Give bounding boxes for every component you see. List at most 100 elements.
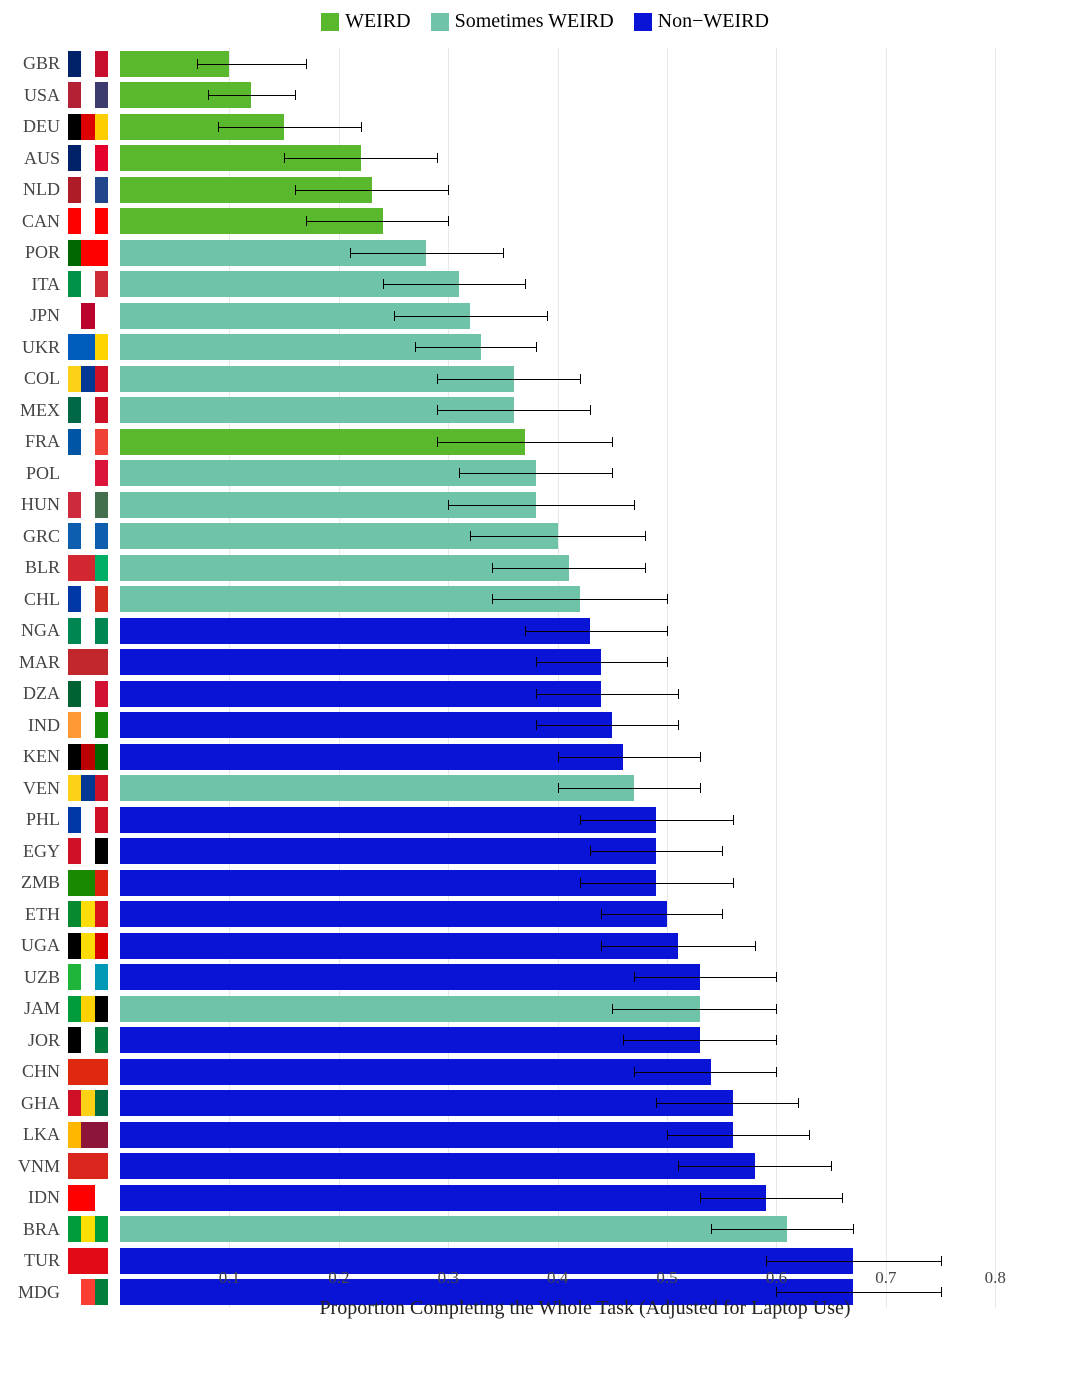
bar bbox=[120, 1216, 787, 1242]
error-bar bbox=[766, 1261, 941, 1262]
country-label: BRA bbox=[0, 1219, 60, 1240]
error-bar bbox=[492, 599, 667, 600]
error-cap bbox=[678, 689, 679, 699]
legend-swatch bbox=[634, 13, 652, 31]
error-bar bbox=[448, 505, 634, 506]
error-cap bbox=[437, 437, 438, 447]
flag-icon bbox=[68, 586, 108, 612]
error-cap bbox=[733, 815, 734, 825]
error-cap bbox=[634, 972, 635, 982]
country-label: MDG bbox=[0, 1282, 60, 1303]
error-bar bbox=[437, 379, 579, 380]
country-label: UZB bbox=[0, 967, 60, 988]
flag-icon bbox=[68, 1279, 108, 1305]
bar-row: BLR bbox=[120, 552, 1050, 584]
bar-row: GBR bbox=[120, 48, 1050, 80]
error-cap bbox=[612, 437, 613, 447]
bar-row: KEN bbox=[120, 741, 1050, 773]
flag-icon bbox=[68, 145, 108, 171]
error-cap bbox=[580, 374, 581, 384]
bar-row: GHA bbox=[120, 1088, 1050, 1120]
x-tick-label: 0.4 bbox=[547, 1268, 568, 1288]
legend: WEIRD Sometimes WEIRD Non−WEIRD bbox=[0, 0, 1090, 48]
flag-icon bbox=[68, 744, 108, 770]
bar bbox=[120, 1185, 766, 1211]
error-cap bbox=[350, 248, 351, 258]
bar bbox=[120, 870, 656, 896]
country-label: CAN bbox=[0, 211, 60, 232]
chart-container: WEIRD Sometimes WEIRD Non−WEIRD GBRUSADE… bbox=[0, 0, 1090, 1400]
error-bar bbox=[558, 788, 700, 789]
bar-row: UGA bbox=[120, 930, 1050, 962]
country-label: DEU bbox=[0, 116, 60, 137]
error-cap bbox=[295, 185, 296, 195]
error-cap bbox=[415, 342, 416, 352]
bar-row: JOR bbox=[120, 1025, 1050, 1057]
error-cap bbox=[798, 1098, 799, 1108]
bar-row: CHL bbox=[120, 584, 1050, 616]
bar bbox=[120, 649, 601, 675]
country-label: POR bbox=[0, 242, 60, 263]
bar-row: USA bbox=[120, 80, 1050, 112]
x-tick-label: 0.7 bbox=[875, 1268, 896, 1288]
flag-icon bbox=[68, 492, 108, 518]
error-cap bbox=[678, 1161, 679, 1171]
flag-icon bbox=[68, 996, 108, 1022]
error-cap bbox=[678, 720, 679, 730]
error-cap bbox=[634, 1067, 635, 1077]
error-bar bbox=[470, 536, 645, 537]
flag-icon bbox=[68, 240, 108, 266]
error-cap bbox=[601, 909, 602, 919]
error-bar bbox=[536, 694, 678, 695]
error-cap bbox=[295, 90, 296, 100]
country-label: VEN bbox=[0, 778, 60, 799]
country-label: COL bbox=[0, 368, 60, 389]
bar bbox=[120, 1090, 733, 1116]
error-cap bbox=[809, 1130, 810, 1140]
error-cap bbox=[590, 846, 591, 856]
country-label: UKR bbox=[0, 337, 60, 358]
error-cap bbox=[470, 531, 471, 541]
error-cap bbox=[492, 563, 493, 573]
flag-icon bbox=[68, 964, 108, 990]
country-label: GHA bbox=[0, 1093, 60, 1114]
error-cap bbox=[383, 279, 384, 289]
country-label: IND bbox=[0, 715, 60, 736]
flag-icon bbox=[68, 177, 108, 203]
bar bbox=[120, 1059, 711, 1085]
flag-icon bbox=[68, 681, 108, 707]
error-cap bbox=[306, 59, 307, 69]
error-cap bbox=[492, 594, 493, 604]
bar-row: EGY bbox=[120, 836, 1050, 868]
error-cap bbox=[503, 248, 504, 258]
bar bbox=[120, 744, 623, 770]
country-label: IDN bbox=[0, 1187, 60, 1208]
error-bar bbox=[208, 95, 296, 96]
plot-area: GBRUSADEUAUSNLDCANPORITAJPNUKRCOLMEXFRAP… bbox=[120, 48, 1050, 1328]
bar bbox=[120, 618, 590, 644]
bar-row: UKR bbox=[120, 332, 1050, 364]
bar-row: DEU bbox=[120, 111, 1050, 143]
error-cap bbox=[766, 1256, 767, 1266]
bar-row: IDN bbox=[120, 1182, 1050, 1214]
country-label: NGA bbox=[0, 620, 60, 641]
flag-icon bbox=[68, 618, 108, 644]
country-label: LKA bbox=[0, 1124, 60, 1145]
flag-icon bbox=[68, 1059, 108, 1085]
bar bbox=[120, 901, 667, 927]
bar-row: NGA bbox=[120, 615, 1050, 647]
error-cap bbox=[667, 657, 668, 667]
country-label: HUN bbox=[0, 494, 60, 515]
bar-row: DZA bbox=[120, 678, 1050, 710]
bar-row: COL bbox=[120, 363, 1050, 395]
country-label: MAR bbox=[0, 652, 60, 673]
bar bbox=[120, 964, 700, 990]
bar-row: HUN bbox=[120, 489, 1050, 521]
bar-row: VEN bbox=[120, 773, 1050, 805]
flag-icon bbox=[68, 114, 108, 140]
flag-icon bbox=[68, 1122, 108, 1148]
bar-row: CAN bbox=[120, 206, 1050, 238]
country-label: EGY bbox=[0, 841, 60, 862]
country-label: ZMB bbox=[0, 872, 60, 893]
country-label: VNM bbox=[0, 1156, 60, 1177]
